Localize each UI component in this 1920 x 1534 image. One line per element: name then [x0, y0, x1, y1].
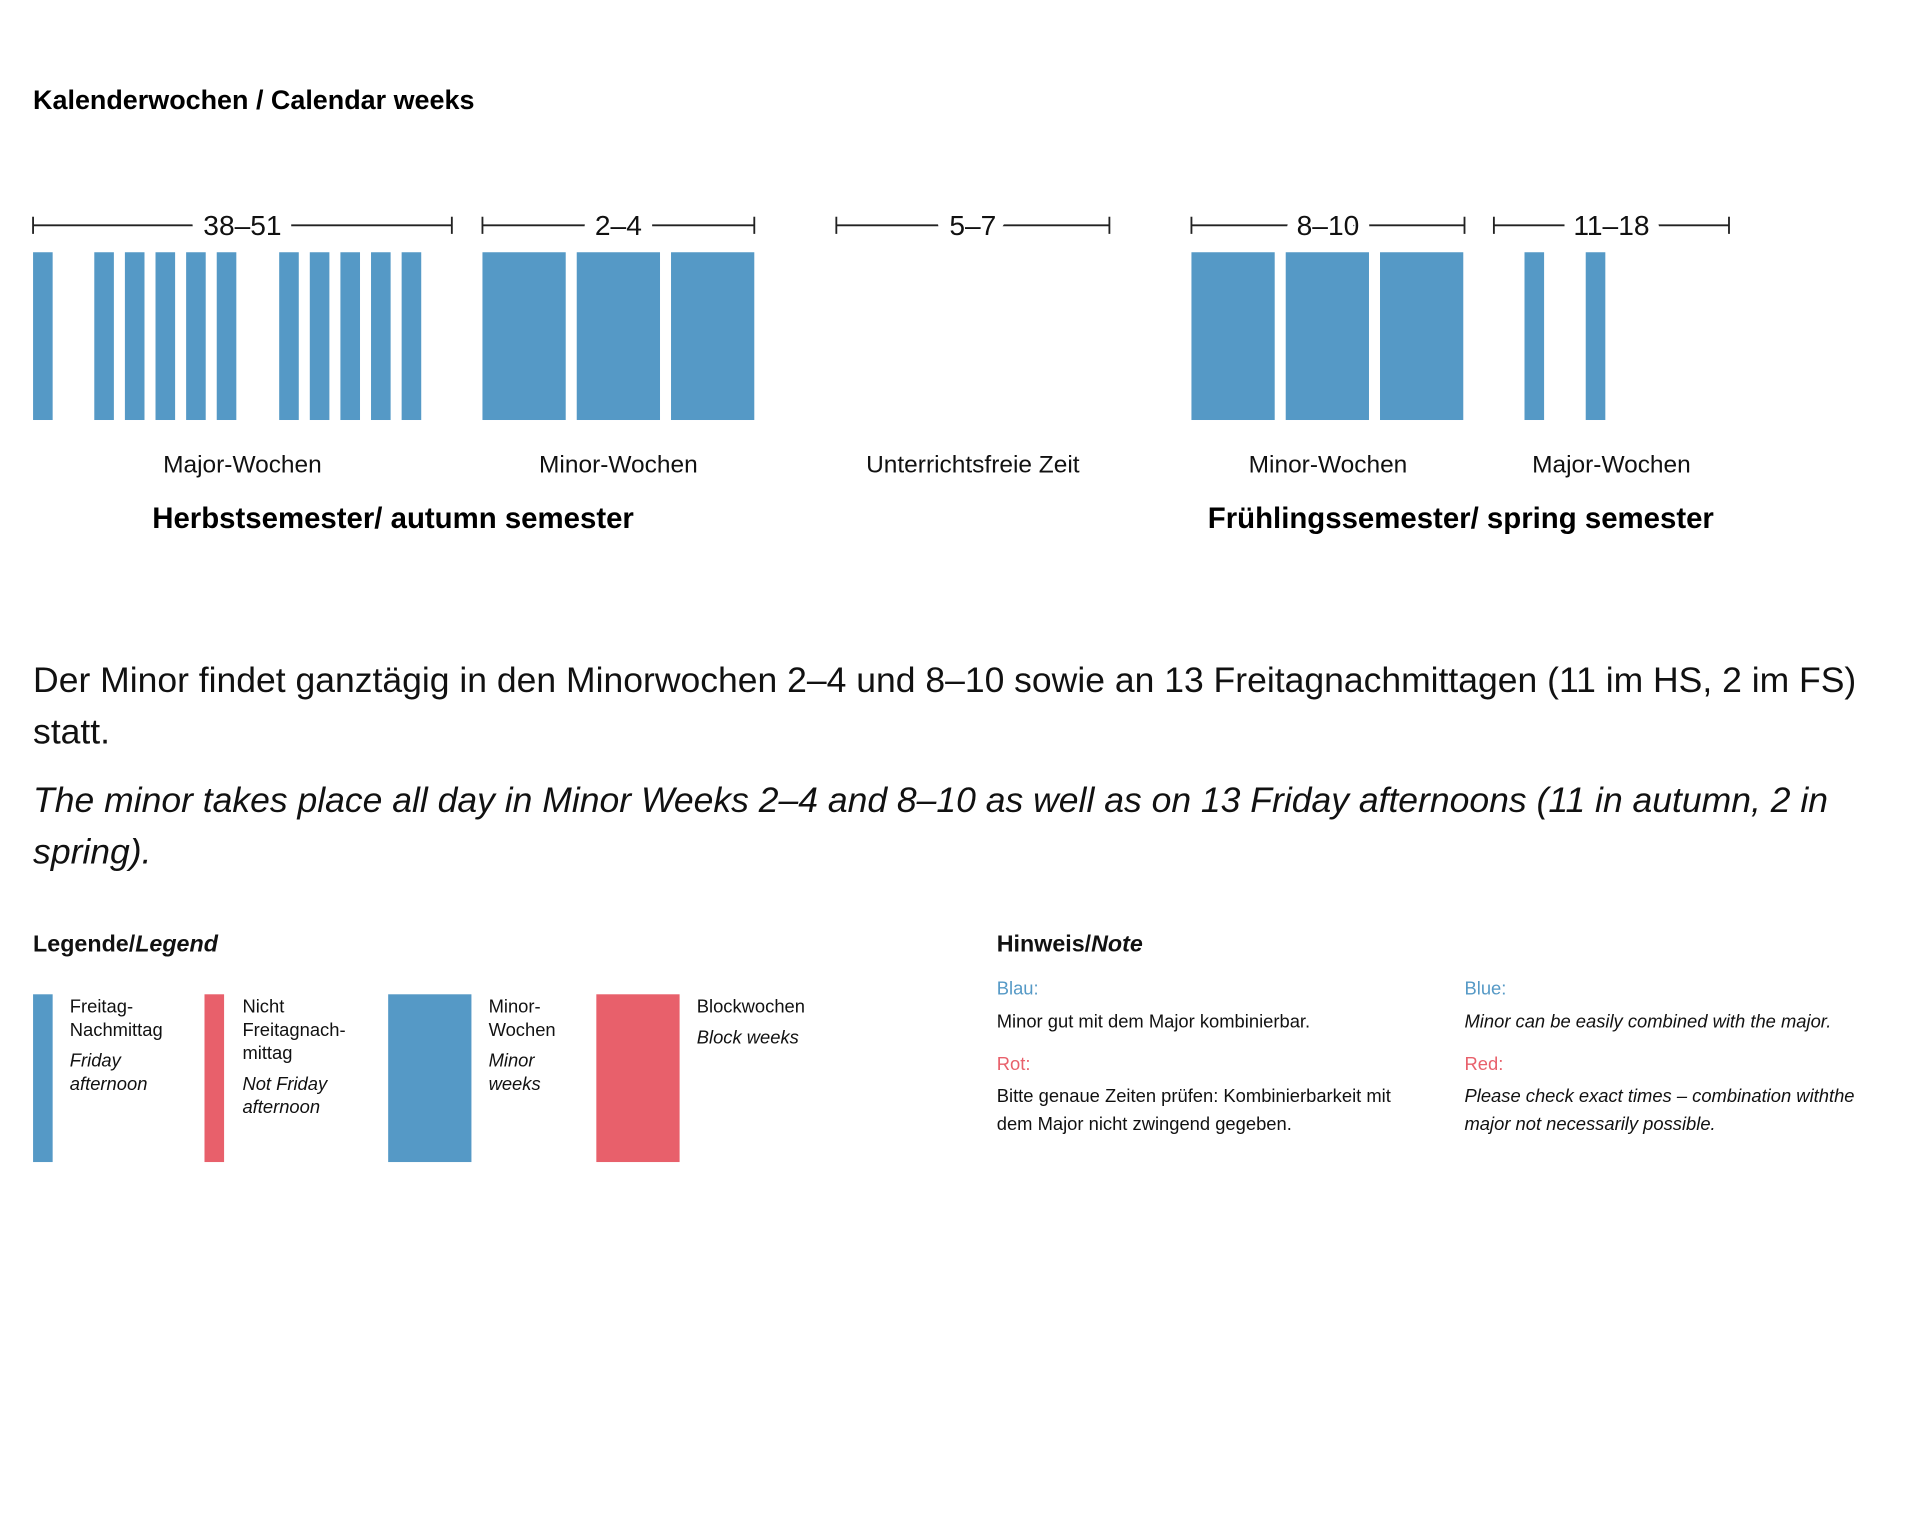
semester-label: Herbstsemester/ autumn semester: [152, 502, 634, 535]
period-label: Major-Wochen: [1532, 452, 1691, 479]
note-text: Bitte genaue Zeiten prüfen: Kombinierbar…: [996, 1086, 1391, 1136]
legend-swatch: [33, 994, 53, 1163]
note-title-de: Hinweis/: [996, 931, 1092, 958]
week-bar: [1524, 252, 1545, 421]
legend-title-de: Legende/: [33, 931, 136, 958]
note-label: Rot:: [996, 1054, 1031, 1076]
week-bar: [576, 252, 661, 421]
week-range: 38–51: [203, 210, 281, 241]
legend-en: Friday afternoon: [69, 1050, 148, 1095]
period-label: Minor-Wochen: [1249, 452, 1408, 479]
week-range: 2–4: [595, 210, 642, 241]
note-label: Blau:: [996, 978, 1039, 1000]
week-bar: [124, 252, 145, 421]
legend-en: Block weeks: [696, 1027, 799, 1049]
week-bar: [309, 252, 330, 421]
paragraph-en: The minor takes place all day in Minor W…: [33, 781, 1829, 872]
legend-text: Blockwochen Block weeks: [697, 996, 844, 1050]
week-bar: [371, 252, 391, 421]
title: Kalenderwochen / Calendar weeks: [33, 85, 474, 115]
legend-de: Minor-Wochen: [488, 996, 556, 1041]
legend-title-en: Legend: [135, 931, 218, 958]
paragraph-de: Der Minor findet ganztägig in den Minorw…: [33, 661, 1857, 752]
week-range: 8–10: [1297, 210, 1360, 241]
legend-de: Blockwochen: [696, 996, 805, 1018]
period-label: Unterrichtsfreie Zeit: [866, 452, 1080, 479]
week-bar: [216, 252, 237, 421]
note-title-en: Note: [1091, 931, 1143, 958]
note-label: Red:: [1464, 1054, 1504, 1076]
semester-label: Frühlingssemester/ spring semester: [1208, 502, 1714, 535]
week-bar: [279, 252, 299, 421]
note-label: Blue:: [1464, 978, 1507, 1000]
legend-de: Nicht Freitagnach-mittag: [242, 996, 346, 1065]
week-bar: [155, 252, 176, 421]
legend-text: Minor-Wochen Minor weeks: [489, 996, 575, 1096]
week-bar: [1380, 252, 1464, 421]
legend-en: Not Friday afternoon: [242, 1073, 328, 1118]
legend-en: Minor weeks: [488, 1050, 541, 1095]
note-text: Minor gut mit dem Major kombinierbar.: [996, 1011, 1311, 1033]
legend-text: Nicht Freitagnach-mittag Not Friday after…: [242, 996, 364, 1120]
week-bars: [33, 252, 1606, 421]
week-range: 11–18: [1573, 210, 1649, 241]
legend-de: Freitag-Nachmittag: [69, 996, 163, 1041]
week-bar: [186, 252, 206, 421]
legend-text: Freitag-Nachmittag Friday afternoon: [70, 996, 186, 1096]
week-bar: [1285, 252, 1369, 421]
note-title: Hinweis/Note: [997, 932, 1143, 959]
note-text: Minor can be easily combined with the ma…: [1464, 1011, 1832, 1033]
period-label: Major-Wochen: [163, 452, 322, 479]
note-text: Please check exact times – combination w…: [1464, 1086, 1855, 1136]
week-bar: [671, 252, 755, 421]
week-range: 5–7: [949, 210, 996, 241]
week-bar: [401, 252, 422, 421]
week-bar: [1191, 252, 1275, 421]
week-bar: [94, 252, 114, 421]
legend-swatch: [204, 994, 225, 1163]
legend-title: Legende/Legend: [33, 932, 218, 959]
week-bar: [482, 252, 566, 421]
legend-swatch: [596, 994, 680, 1163]
week-bar: [1585, 252, 1606, 421]
week-bar: [33, 252, 53, 421]
calendar-diagram: Kalenderwochen / Calendar weeks 38–51 Maj…: [32, 85, 1730, 535]
period-label: Minor-Wochen: [539, 452, 698, 479]
week-bar: [340, 252, 361, 421]
legend-swatch: [388, 994, 472, 1163]
